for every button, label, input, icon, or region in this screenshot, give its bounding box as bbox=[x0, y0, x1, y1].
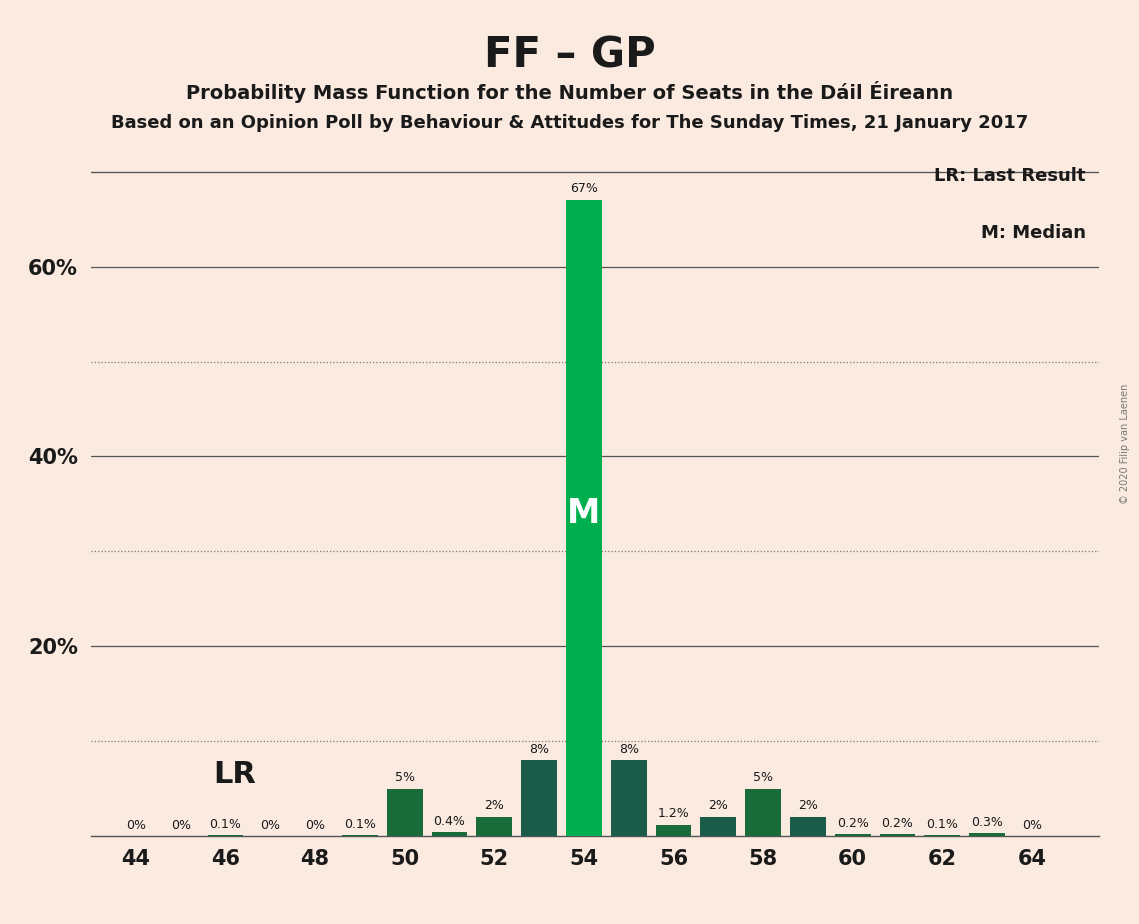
Text: © 2020 Filip van Laenen: © 2020 Filip van Laenen bbox=[1121, 383, 1130, 504]
Text: 0.1%: 0.1% bbox=[344, 818, 376, 831]
Text: 8%: 8% bbox=[530, 743, 549, 756]
Text: 0%: 0% bbox=[171, 820, 190, 833]
Text: 2%: 2% bbox=[708, 799, 728, 812]
Bar bbox=[925, 835, 960, 836]
Text: LR: LR bbox=[213, 760, 256, 789]
Bar bbox=[566, 201, 601, 836]
Text: 0.2%: 0.2% bbox=[837, 817, 869, 830]
Bar bbox=[700, 817, 736, 836]
Bar bbox=[387, 789, 423, 836]
Bar bbox=[611, 760, 647, 836]
Text: 0%: 0% bbox=[305, 820, 325, 833]
Text: FF – GP: FF – GP bbox=[484, 34, 655, 76]
Bar bbox=[342, 835, 378, 836]
Bar bbox=[432, 833, 467, 836]
Text: M: Median: M: Median bbox=[981, 224, 1085, 242]
Text: LR: Last Result: LR: Last Result bbox=[934, 167, 1085, 185]
Text: 0.4%: 0.4% bbox=[434, 815, 466, 828]
Text: Probability Mass Function for the Number of Seats in the Dáil Éireann: Probability Mass Function for the Number… bbox=[186, 81, 953, 103]
Text: 5%: 5% bbox=[753, 771, 773, 784]
Text: 1.2%: 1.2% bbox=[657, 807, 689, 821]
Text: Based on an Opinion Poll by Behaviour & Attitudes for The Sunday Times, 21 Janua: Based on an Opinion Poll by Behaviour & … bbox=[110, 114, 1029, 131]
Bar bbox=[790, 817, 826, 836]
Bar bbox=[879, 834, 916, 836]
Text: 0.3%: 0.3% bbox=[972, 816, 1003, 829]
Bar bbox=[656, 825, 691, 836]
Text: 2%: 2% bbox=[484, 799, 505, 812]
Bar bbox=[835, 834, 870, 836]
Bar bbox=[522, 760, 557, 836]
Text: 0.2%: 0.2% bbox=[882, 817, 913, 830]
Bar bbox=[969, 833, 1005, 836]
Bar bbox=[207, 835, 244, 836]
Text: 0%: 0% bbox=[126, 820, 146, 833]
Text: 5%: 5% bbox=[395, 771, 415, 784]
Bar bbox=[745, 789, 781, 836]
Bar bbox=[476, 817, 513, 836]
Text: 0%: 0% bbox=[261, 820, 280, 833]
Text: M: M bbox=[567, 497, 600, 530]
Text: 0%: 0% bbox=[1022, 820, 1042, 833]
Text: 0.1%: 0.1% bbox=[926, 818, 958, 831]
Text: 2%: 2% bbox=[798, 799, 818, 812]
Text: 67%: 67% bbox=[570, 182, 598, 196]
Text: 8%: 8% bbox=[618, 743, 639, 756]
Text: 0.1%: 0.1% bbox=[210, 818, 241, 831]
